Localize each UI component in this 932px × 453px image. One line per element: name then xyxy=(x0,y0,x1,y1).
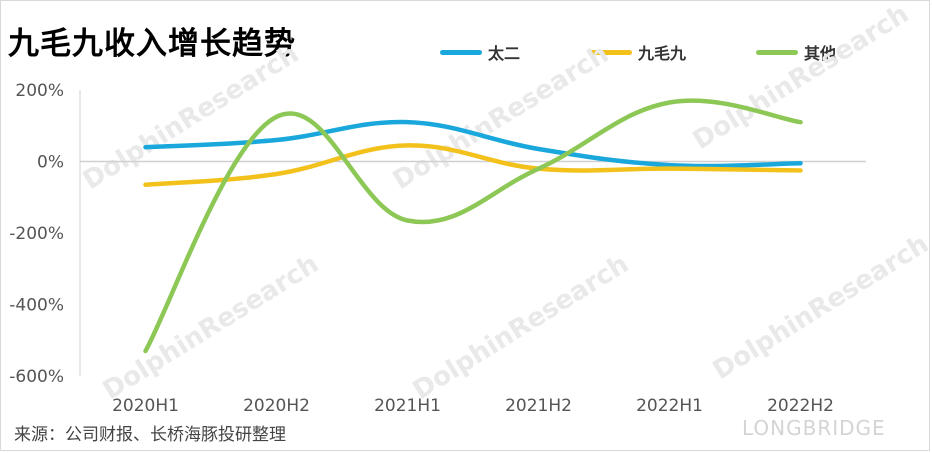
series-layer xyxy=(143,98,803,354)
series-line-taier xyxy=(143,119,803,169)
chart-title: 九毛九收入增长趋势 xyxy=(8,26,296,62)
watermark-text: DolphinResearch xyxy=(708,229,932,386)
y-tick-label: -400% xyxy=(9,296,64,316)
legend-label-taier: 太二 xyxy=(488,44,521,63)
x-tick-label: 2021H1 xyxy=(374,396,441,416)
legend-item-jiumaojiu: 九毛九 xyxy=(590,40,686,64)
source-note: 来源：公司财报、长桥海豚投研整理 xyxy=(14,425,286,445)
axes: 200% 0% -200% -400% -600% 2020H1 2020H2 2021H1 2… xyxy=(9,81,866,416)
y-tick-label: 200% xyxy=(15,81,64,101)
watermark-text: DolphinResearch xyxy=(98,249,324,406)
x-tick-label: 2020H2 xyxy=(243,396,310,416)
legend-swatch-jiumaojiu xyxy=(590,49,633,55)
legend-swatch-other xyxy=(756,49,799,55)
legend-label-other: 其他 xyxy=(804,44,837,63)
watermark-layer: DolphinResearch DolphinResearch DolphinRes… xyxy=(78,0,932,406)
y-tick-label: -200% xyxy=(9,224,64,244)
series-line-jiumaojiu xyxy=(143,143,803,187)
legend: 太二 九毛九 其他 xyxy=(440,40,906,64)
x-tick-label: 2022H2 xyxy=(767,396,834,416)
legend-item-other: 其他 xyxy=(756,40,836,64)
x-tick-label: 2022H1 xyxy=(636,396,703,416)
x-tick-label: 2021H2 xyxy=(505,396,572,416)
watermark-text: DolphinResearch xyxy=(78,39,304,196)
legend-label-jiumaojiu: 九毛九 xyxy=(638,44,687,63)
watermark-text: DolphinResearch xyxy=(688,0,914,156)
y-tick-label: -600% xyxy=(9,367,64,387)
legend-swatch-taier xyxy=(440,49,482,55)
legend-item-taier: 太二 xyxy=(440,40,520,64)
series-line-other xyxy=(143,98,803,354)
x-tick-label: 2020H1 xyxy=(112,396,179,416)
y-tick-label: 0% xyxy=(37,153,64,173)
watermark-text: DolphinResearch xyxy=(408,249,634,406)
brand-logo-text: LONGBRIDGE xyxy=(742,416,886,440)
